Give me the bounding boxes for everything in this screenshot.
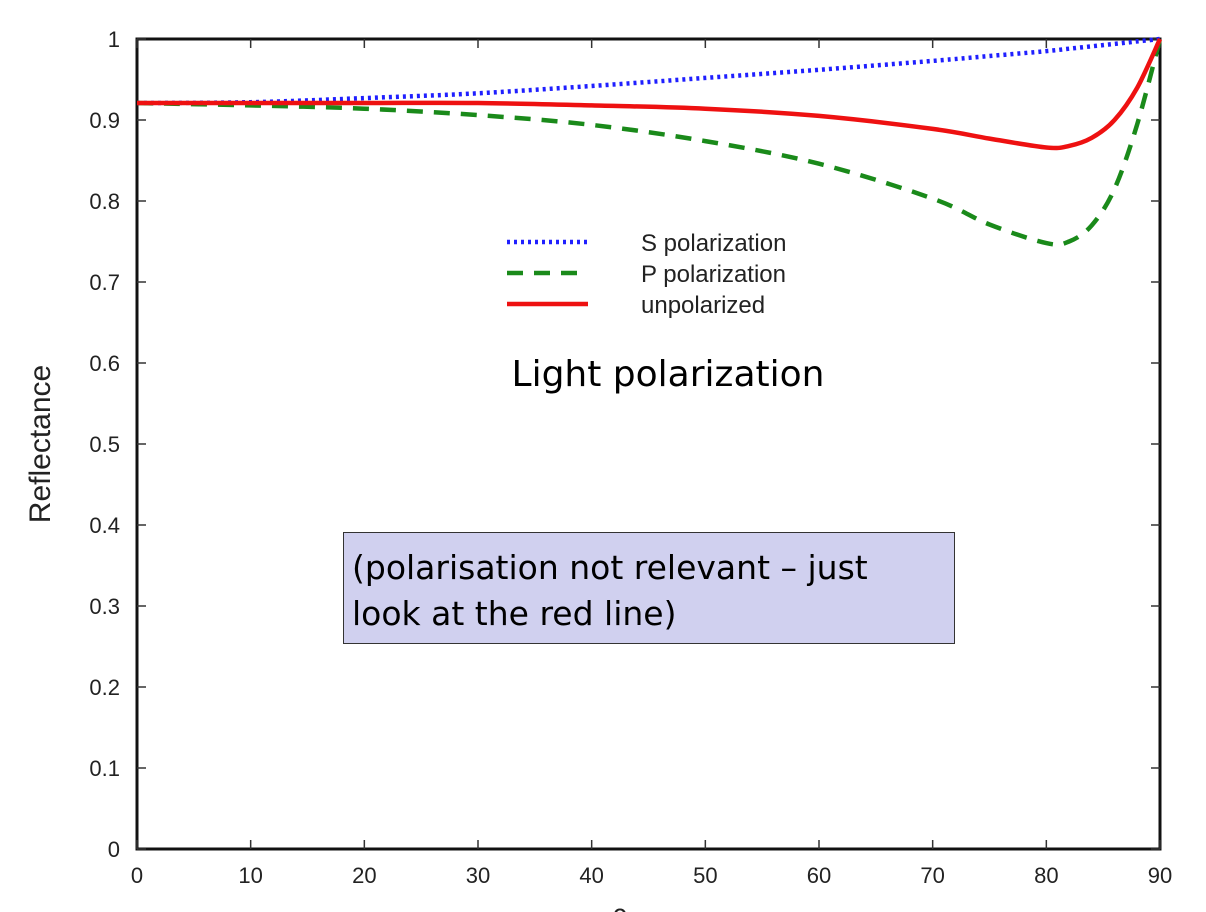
x-tick-label: 20	[352, 863, 376, 888]
legend-label: P polarization	[641, 261, 786, 288]
y-tick-label: 0.4	[89, 513, 120, 538]
y-tick-label: 0.2	[89, 675, 120, 700]
x-tick-label: 0	[131, 863, 143, 888]
x-tick-label: 30	[466, 863, 490, 888]
series-line-s-polarization	[136, 36, 1161, 106]
y-tick-label: 1	[108, 27, 120, 52]
y-tick-label: 0	[108, 837, 120, 862]
x-tick-label: 50	[693, 863, 717, 888]
x-tick-label: 40	[579, 863, 603, 888]
y-tick-label: 0.8	[89, 189, 120, 214]
x-tick-label: 10	[238, 863, 262, 888]
x-tick-label: 60	[807, 863, 831, 888]
y-tick-label: 0.6	[89, 351, 120, 376]
y-tick-label: 0.1	[89, 756, 120, 781]
y-axis-title: Reflectance	[24, 365, 57, 523]
x-tick-label: 80	[1034, 863, 1058, 888]
x-axis-title: θ	[612, 904, 629, 912]
annotation-note: (polarisation not relevant – just look a…	[343, 532, 955, 644]
x-tick-label: 70	[920, 863, 944, 888]
y-tick-label: 0.3	[89, 594, 120, 619]
legend-label: unpolarized	[641, 292, 765, 319]
legend: S polarization P polarization unpolarized	[507, 230, 786, 319]
chart-overlay-title: Light polarization	[512, 354, 825, 395]
legend-label: S polarization	[641, 230, 786, 257]
tick-layer: 0 10 20 30 40 50 60 70 80 90 0 0.1 0.2 0.3 0.4 0.5 0.6 0.…	[89, 27, 1172, 888]
plot-frame	[135, 37, 1162, 851]
series-layer	[136, 36, 1163, 247]
annotation-note-line-1: (polarisation not relevant – just	[352, 548, 868, 587]
series-line-unpolarized	[137, 38, 1163, 151]
y-tick-label: 0.7	[89, 270, 120, 295]
y-tick-label: 0.5	[89, 432, 120, 457]
series-line-p-polarization	[136, 38, 1163, 247]
y-tick-label: 0.9	[89, 108, 120, 133]
annotation-note-line-2: look at the red line)	[352, 594, 677, 633]
x-tick-label: 90	[1148, 863, 1172, 888]
